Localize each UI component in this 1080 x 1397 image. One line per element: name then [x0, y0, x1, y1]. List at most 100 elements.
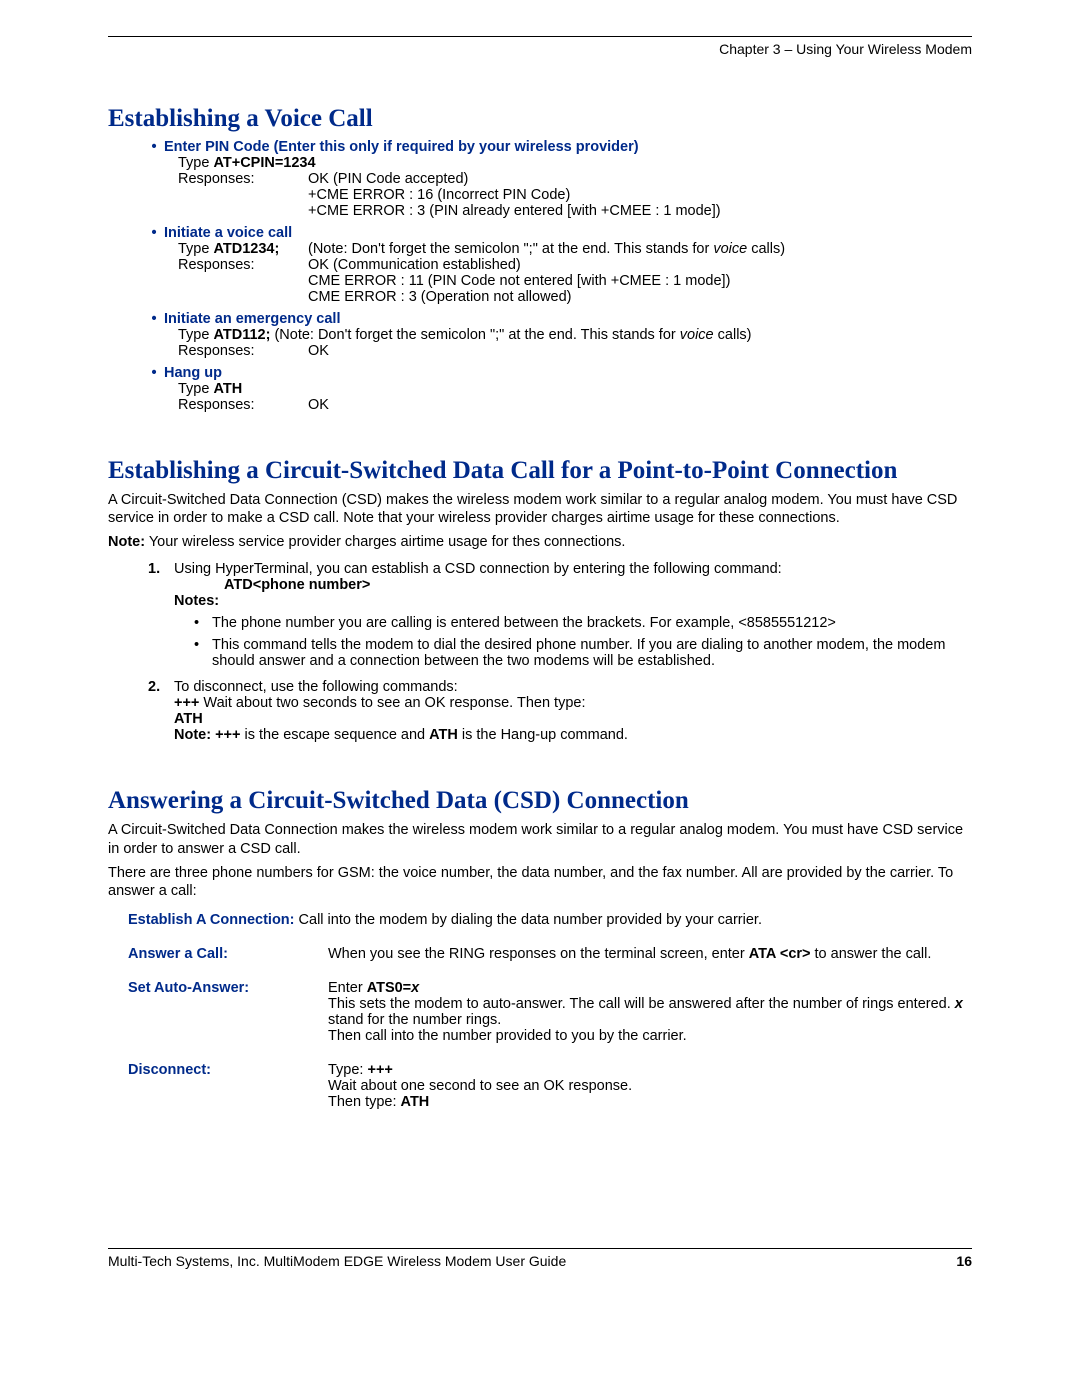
answer-steps-table: Establish A Connection: Call into the mo…	[128, 912, 972, 1110]
note-text: calls)	[747, 241, 785, 257]
note-text: is the Hang-up command.	[458, 727, 628, 743]
row-key: Set Auto-Answer:	[128, 980, 328, 1044]
step-number: 1.	[148, 561, 174, 669]
command: ATD112;	[213, 327, 270, 343]
step-number: 2.	[148, 679, 174, 743]
command: ATH	[429, 727, 458, 743]
note-text: (Note: Don't forget the semicolon ";" at…	[270, 327, 679, 343]
note-text: is the escape sequence and	[241, 727, 430, 743]
note-line: Note: +++ is the escape sequence and ATH…	[174, 727, 972, 743]
text: Then type:	[328, 1094, 401, 1110]
responses-label: Responses:	[178, 343, 308, 359]
note-text: This command tells the modem to dial the…	[212, 637, 972, 669]
command: +++	[174, 695, 199, 711]
type-label: Type	[178, 241, 213, 257]
step-hang-up: • Hang up Type ATH Responses: OK	[144, 365, 972, 413]
text: stand for the number rings.	[328, 1012, 501, 1028]
response-line: OK (PIN Code accepted)	[308, 171, 972, 187]
bullet-icon: •	[144, 365, 164, 413]
command: ATA <cr>	[749, 946, 811, 962]
heading-csd-call: Establishing a Circuit-Switched Data Cal…	[108, 457, 972, 485]
response-line: OK	[308, 397, 972, 413]
row-value: Enter ATS0=x This sets the modem to auto…	[328, 980, 972, 1044]
command: ATH	[174, 711, 972, 727]
text: to answer the call.	[811, 946, 932, 962]
response-line: OK	[308, 343, 972, 359]
bullet-icon: •	[194, 637, 212, 669]
step-enter-pin: • Enter PIN Code (Enter this only if req…	[144, 139, 972, 219]
command: ATH	[401, 1094, 430, 1110]
type-label: Type	[178, 327, 213, 343]
note-label: Note:	[174, 727, 215, 743]
note-text: Your wireless service provider charges a…	[145, 534, 625, 550]
table-row: Answer a Call: When you see the RING res…	[128, 946, 972, 962]
note-text: calls)	[714, 327, 752, 343]
chapter-header: Chapter 3 – Using Your Wireless Modem	[108, 41, 972, 57]
step-title: Initiate an emergency call	[164, 311, 972, 327]
table-row: Establish A Connection: Call into the mo…	[128, 912, 972, 928]
text: Wait about one second to see an OK respo…	[328, 1078, 972, 1094]
note-text: (Note: Don't forget the semicolon ";" at…	[308, 241, 713, 257]
bullet-icon: •	[194, 615, 212, 631]
csd-paragraph: A Circuit-Switched Data Connection (CSD)…	[108, 491, 972, 527]
bullet-icon: •	[144, 139, 164, 219]
footer-text: Multi-Tech Systems, Inc. MultiModem EDGE…	[108, 1253, 566, 1269]
row-key: Establish A Connection:	[128, 912, 295, 928]
row-value: When you see the RING responses on the t…	[328, 946, 972, 962]
step-text: Using HyperTerminal, you can establish a…	[174, 561, 972, 577]
type-row: Type ATD1234; (Note: Don't forget the se…	[178, 241, 972, 257]
step-title: Initiate a voice call	[164, 225, 972, 241]
row-key: Answer a Call:	[128, 946, 328, 962]
bullet-icon: •	[144, 311, 164, 359]
response-line: CME ERROR : 3 (Operation not allowed)	[308, 289, 972, 305]
response-row: Responses: OK (PIN Code accepted) +CME E…	[178, 171, 972, 219]
heading-answer-csd: Answering a Circuit-Switched Data (CSD) …	[108, 787, 972, 815]
response-row: Responses: OK	[178, 397, 972, 413]
text: Type:	[328, 1062, 368, 1078]
answer-paragraph: There are three phone numbers for GSM: t…	[108, 864, 972, 900]
response-line: OK (Communication established)	[308, 257, 972, 273]
csd-note: Note: Your wireless service provider cha…	[108, 533, 972, 551]
note-italic: voice	[713, 241, 747, 257]
text: This sets the modem to auto-answer. The …	[328, 996, 955, 1012]
step-title: Enter PIN Code (Enter this only if requi…	[164, 139, 972, 155]
heading-voice-call: Establishing a Voice Call	[108, 105, 972, 133]
responses-label: Responses:	[178, 171, 308, 219]
note-text: The phone number you are calling is ente…	[212, 615, 972, 631]
csd-steps-list: 1. Using HyperTerminal, you can establis…	[148, 561, 972, 743]
row-value: Type: +++ Wait about one second to see a…	[328, 1062, 972, 1110]
text: Then call into the number provided to yo…	[328, 1028, 972, 1044]
note-bullet: • This command tells the modem to dial t…	[194, 637, 972, 669]
type-label: Type	[178, 381, 213, 397]
response-line: CME ERROR : 11 (PIN Code not entered [wi…	[308, 273, 972, 289]
response-line: +CME ERROR : 3 (PIN already entered [wit…	[308, 203, 972, 219]
row-value: Call into the modem by dialing the data …	[295, 912, 762, 928]
header-rule	[108, 36, 972, 37]
document-page: Chapter 3 – Using Your Wireless Modem Es…	[0, 0, 1080, 1309]
step-title: Hang up	[164, 365, 972, 381]
command: +++	[215, 727, 240, 743]
table-row: Disconnect: Type: +++ Wait about one sec…	[128, 1062, 972, 1110]
bullet-icon: •	[144, 225, 164, 305]
page-footer: Multi-Tech Systems, Inc. MultiModem EDGE…	[108, 1248, 972, 1269]
step-initiate-voice: • Initiate a voice call Type ATD1234; (N…	[144, 225, 972, 305]
instruction: Wait about two seconds to see an OK resp…	[199, 695, 585, 711]
command: ATD1234;	[213, 241, 279, 257]
response-row: Responses: OK (Communication established…	[178, 257, 972, 305]
page-number: 16	[956, 1253, 972, 1269]
row-key: Disconnect:	[128, 1062, 328, 1110]
responses-label: Responses:	[178, 397, 308, 413]
step-text: To disconnect, use the following command…	[174, 679, 972, 695]
text: Enter	[328, 980, 367, 996]
answer-paragraph: A Circuit-Switched Data Connection makes…	[108, 821, 972, 857]
notes-label: Notes:	[174, 593, 972, 609]
variable: x	[411, 980, 419, 996]
csd-step-2: 2. To disconnect, use the following comm…	[148, 679, 972, 743]
command: ATH	[213, 381, 242, 397]
response-line: +CME ERROR : 16 (Incorrect PIN Code)	[308, 187, 972, 203]
command: ATD<phone number>	[224, 577, 972, 593]
text: When you see the RING responses on the t…	[328, 946, 749, 962]
responses-label: Responses:	[178, 257, 308, 305]
command: AT+CPIN=1234	[213, 155, 315, 171]
response-row: Responses: OK	[178, 343, 972, 359]
